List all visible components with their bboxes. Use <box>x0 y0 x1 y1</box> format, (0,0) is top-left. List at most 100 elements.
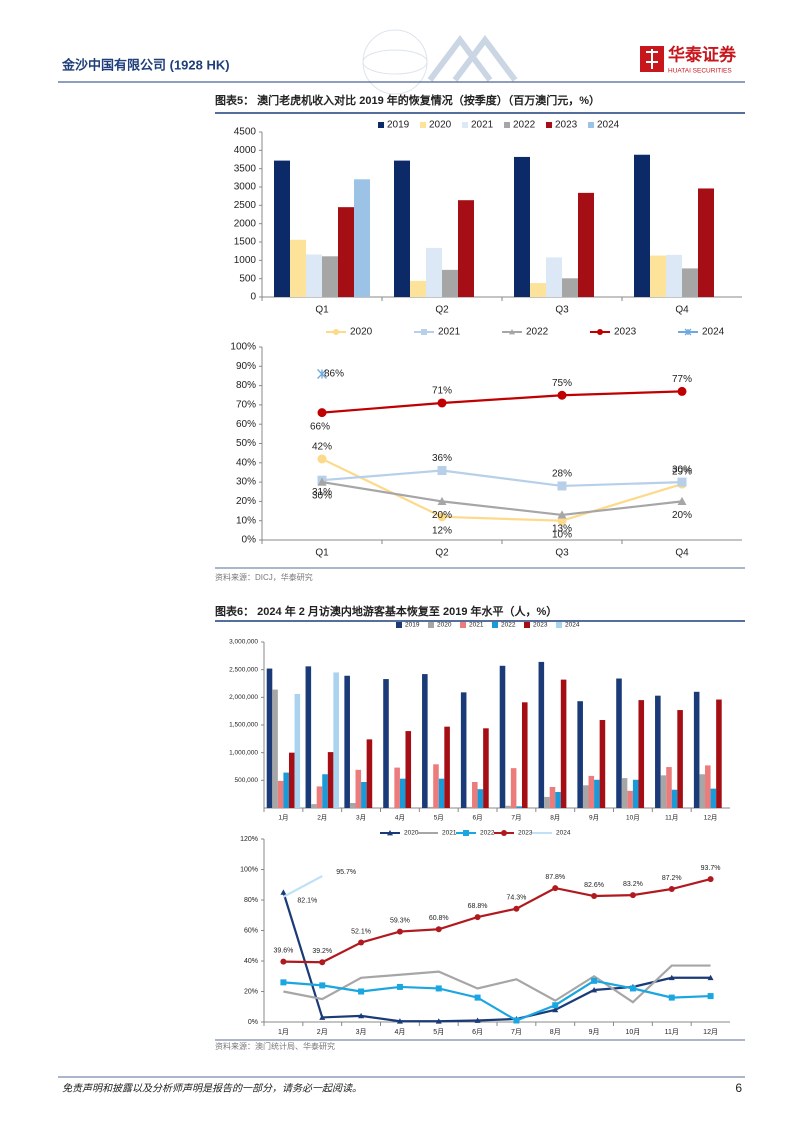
data-label: 30% <box>672 465 692 476</box>
bar <box>442 269 458 297</box>
bar <box>677 710 683 808</box>
bar <box>510 768 517 808</box>
y-tick-label: 40% <box>236 457 256 468</box>
point <box>358 939 365 946</box>
bar <box>514 156 530 297</box>
legend-swatch <box>396 622 402 628</box>
x-tick-label: Q2 <box>435 548 449 559</box>
bar <box>444 726 450 808</box>
x-tick-label: Q2 <box>435 305 449 316</box>
point <box>629 892 636 899</box>
y-tick-label: 40% <box>244 958 258 965</box>
bar <box>632 779 639 808</box>
bar <box>477 789 484 808</box>
y-tick-label: 3000 <box>234 182 257 193</box>
bar <box>650 255 666 297</box>
bar <box>666 767 672 808</box>
legend-label: 2024 <box>702 327 725 338</box>
x-tick-label: 7月 <box>511 1028 522 1036</box>
point <box>437 466 447 476</box>
x-tick-label: Q3 <box>555 305 569 316</box>
data-label: 86% <box>324 369 344 380</box>
bar <box>530 283 546 297</box>
legend-swatch <box>428 622 434 628</box>
bar <box>634 154 650 297</box>
point <box>437 512 447 522</box>
data-label: 31% <box>312 487 332 498</box>
x-tick-label: 7月 <box>511 814 521 822</box>
x-tick-label: Q3 <box>555 548 569 559</box>
bar <box>693 691 700 808</box>
point <box>435 1018 442 1024</box>
bar <box>458 200 474 297</box>
point <box>668 994 675 1001</box>
legend-label: 2020 <box>429 120 452 131</box>
data-label: 12% <box>432 525 452 536</box>
bar <box>438 778 445 808</box>
y-tick-label: 80% <box>244 897 258 904</box>
bar <box>546 257 562 297</box>
bar <box>405 731 412 808</box>
legend-label: 2022 <box>480 830 495 837</box>
point <box>677 496 687 505</box>
data-label: 71% <box>432 386 452 397</box>
line <box>321 390 683 414</box>
point <box>437 496 447 505</box>
bar <box>549 786 556 808</box>
bar <box>460 692 467 808</box>
x-tick-label: 3月 <box>356 1028 367 1036</box>
legend-label: 2021 <box>438 327 461 338</box>
x-tick-label: 10月 <box>626 1028 641 1036</box>
legend-swatch <box>504 122 510 128</box>
data-label: 83.2% <box>623 881 643 888</box>
bar <box>521 702 528 808</box>
bar <box>394 767 400 808</box>
bar <box>410 280 426 297</box>
line <box>283 878 711 964</box>
y-tick-label: 3,000,000 <box>229 639 258 646</box>
bar <box>283 772 289 808</box>
y-tick-label: 500,000 <box>235 777 259 784</box>
point <box>509 329 515 335</box>
point <box>707 876 714 883</box>
legend-label: 2024 <box>556 830 571 837</box>
bar <box>499 665 506 808</box>
y-tick-label: 20% <box>244 988 258 995</box>
bar <box>682 268 698 297</box>
point <box>557 510 567 519</box>
bar <box>588 775 595 808</box>
point <box>513 1017 520 1024</box>
x-tick-label: Q1 <box>315 305 329 316</box>
chart: 0% 10% 20% 30% 40% 50% 60% 70% 80% 90% 100% Q1 Q2 Q3 Q… <box>230 327 742 559</box>
bar <box>538 661 545 808</box>
page-number: 6 <box>735 1081 742 1095</box>
bar <box>306 254 322 297</box>
legend-swatch <box>462 122 468 128</box>
point <box>677 477 687 487</box>
x-tick-label: 4月 <box>394 1028 405 1036</box>
y-tick-label: 0% <box>248 1019 258 1026</box>
data-label: 66% <box>310 421 330 432</box>
bar <box>338 207 354 297</box>
point <box>396 928 403 935</box>
bar <box>638 700 645 808</box>
legend-label: 2022 <box>526 327 549 338</box>
y-tick-label: 60% <box>244 927 258 934</box>
x-tick-label: 4月 <box>395 814 405 822</box>
x-tick-label: Q4 <box>675 548 689 559</box>
y-tick-label: 2,500,000 <box>229 666 258 673</box>
point <box>437 398 447 408</box>
point <box>552 885 559 892</box>
bar <box>710 788 717 808</box>
bar <box>560 679 567 808</box>
bar <box>277 780 284 808</box>
x-tick-label: 3月 <box>356 814 366 822</box>
point <box>591 986 598 993</box>
bar <box>355 769 362 808</box>
point <box>280 958 287 965</box>
legend-label: 2024 <box>565 622 580 629</box>
legend-swatch <box>460 622 466 628</box>
legend-swatch <box>588 122 594 128</box>
bar <box>505 805 511 808</box>
bar <box>322 774 328 808</box>
